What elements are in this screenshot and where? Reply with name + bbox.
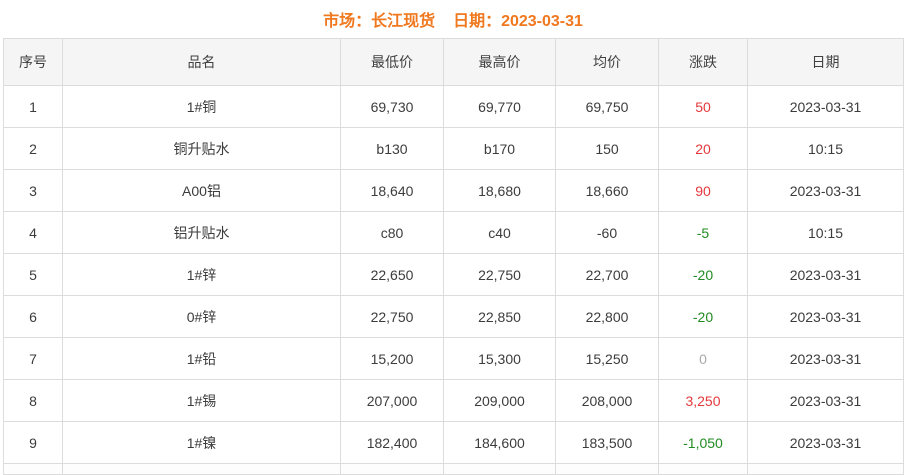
- page-title: 市场：长江现货 日期：2023-03-31: [0, 0, 906, 38]
- cell-index: 1: [3, 85, 63, 128]
- cell-low: b130: [340, 127, 444, 170]
- cell-change: 3,250: [658, 379, 748, 422]
- cell-date: 2023-03-31: [747, 253, 904, 296]
- column-header-low: 最低价: [340, 38, 444, 86]
- cell-low: c80: [340, 211, 444, 254]
- cell-high: 184,600: [443, 421, 556, 464]
- cell-empty: [62, 463, 341, 475]
- column-header-index: 序号: [3, 38, 63, 86]
- cell-low: 22,750: [340, 295, 444, 338]
- column-header-high: 最高价: [443, 38, 556, 86]
- table-row: 3 A00铝 18,640 18,680 18,660 90 2023-03-31: [3, 169, 904, 212]
- cell-low: 15,200: [340, 337, 444, 380]
- cell-index: 3: [3, 169, 63, 212]
- cell-index: 2: [3, 127, 63, 170]
- cell-avg: 15,250: [555, 337, 659, 380]
- table-row: 5 1#锌 22,650 22,750 22,700 -20 2023-03-31: [3, 253, 904, 296]
- cell-index: 8: [3, 379, 63, 422]
- cell-high: 22,750: [443, 253, 556, 296]
- cell-date: 2023-03-31: [747, 421, 904, 464]
- cell-empty: [658, 463, 748, 475]
- price-table-header: 序号 品名 最低价 最高价 均价 涨跌 日期: [3, 38, 904, 86]
- cell-change: -20: [658, 295, 748, 338]
- date-label: 日期：2023-03-31: [453, 13, 583, 30]
- cell-change: 0: [658, 337, 748, 380]
- cell-avg: 208,000: [555, 379, 659, 422]
- cell-empty: [443, 463, 556, 475]
- cell-date: 10:15: [747, 211, 904, 254]
- cell-index: 5: [3, 253, 63, 296]
- cell-change: -1,050: [658, 421, 748, 464]
- cell-name: 1#锡: [62, 379, 341, 422]
- cell-high: 15,300: [443, 337, 556, 380]
- market-label: 市场：长江现货: [323, 13, 436, 30]
- table-row: 7 1#铅 15,200 15,300 15,250 0 2023-03-31: [3, 337, 904, 380]
- cell-empty: [747, 463, 904, 475]
- cell-avg: -60: [555, 211, 659, 254]
- cell-high: 22,850: [443, 295, 556, 338]
- cell-empty: [340, 463, 444, 475]
- cell-change: 20: [658, 127, 748, 170]
- cell-index: 4: [3, 211, 63, 254]
- column-header-change: 涨跌: [658, 38, 748, 86]
- cell-avg: 22,800: [555, 295, 659, 338]
- column-header-date: 日期: [747, 38, 904, 86]
- table-row: 9 1#镍 182,400 184,600 183,500 -1,050 2023-03-3…: [3, 421, 904, 464]
- cell-name: 1#铅: [62, 337, 341, 380]
- table-row-partial: [3, 463, 904, 475]
- cell-date: 2023-03-31: [747, 169, 904, 212]
- cell-high: 209,000: [443, 379, 556, 422]
- cell-low: 18,640: [340, 169, 444, 212]
- cell-high: b170: [443, 127, 556, 170]
- cell-empty: [555, 463, 659, 475]
- table-row: 8 1#锡 207,000 209,000 208,000 3,250 2023-03-31: [3, 379, 904, 422]
- cell-date: 2023-03-31: [747, 379, 904, 422]
- cell-avg: 69,750: [555, 85, 659, 128]
- cell-avg: 183,500: [555, 421, 659, 464]
- cell-empty: [3, 463, 63, 475]
- cell-high: c40: [443, 211, 556, 254]
- cell-change: 90: [658, 169, 748, 212]
- cell-date: 2023-03-31: [747, 295, 904, 338]
- cell-index: 6: [3, 295, 63, 338]
- table-row: 2 铜升贴水 b130 b170 150 20 10:15: [3, 127, 904, 170]
- cell-low: 22,650: [340, 253, 444, 296]
- cell-change: 50: [658, 85, 748, 128]
- cell-name: 0#锌: [62, 295, 341, 338]
- table-row: 1 1#铜 69,730 69,770 69,750 50 2023-03-31: [3, 85, 904, 128]
- cell-high: 69,770: [443, 85, 556, 128]
- cell-low: 182,400: [340, 421, 444, 464]
- cell-date: 2023-03-31: [747, 337, 904, 380]
- cell-change: -20: [658, 253, 748, 296]
- column-header-name: 品名: [62, 38, 341, 86]
- cell-index: 7: [3, 337, 63, 380]
- cell-name: 1#锌: [62, 253, 341, 296]
- table-row: 6 0#锌 22,750 22,850 22,800 -20 2023-03-31: [3, 295, 904, 338]
- cell-low: 69,730: [340, 85, 444, 128]
- cell-name: A00铝: [62, 169, 341, 212]
- cell-avg: 18,660: [555, 169, 659, 212]
- cell-high: 18,680: [443, 169, 556, 212]
- cell-name: 1#铜: [62, 85, 341, 128]
- cell-change: -5: [658, 211, 748, 254]
- price-table: 序号 品名 最低价 最高价 均价 涨跌 日期 1 1#铜 69,730 69,770 69,750 5…: [3, 38, 904, 475]
- cell-avg: 22,700: [555, 253, 659, 296]
- cell-name: 铝升贴水: [62, 211, 341, 254]
- cell-low: 207,000: [340, 379, 444, 422]
- cell-name: 铜升贴水: [62, 127, 341, 170]
- table-row: 4 铝升贴水 c80 c40 -60 -5 10:15: [3, 211, 904, 254]
- cell-date: 10:15: [747, 127, 904, 170]
- cell-avg: 150: [555, 127, 659, 170]
- cell-name: 1#镍: [62, 421, 341, 464]
- column-header-avg: 均价: [555, 38, 659, 86]
- cell-date: 2023-03-31: [747, 85, 904, 128]
- cell-index: 9: [3, 421, 63, 464]
